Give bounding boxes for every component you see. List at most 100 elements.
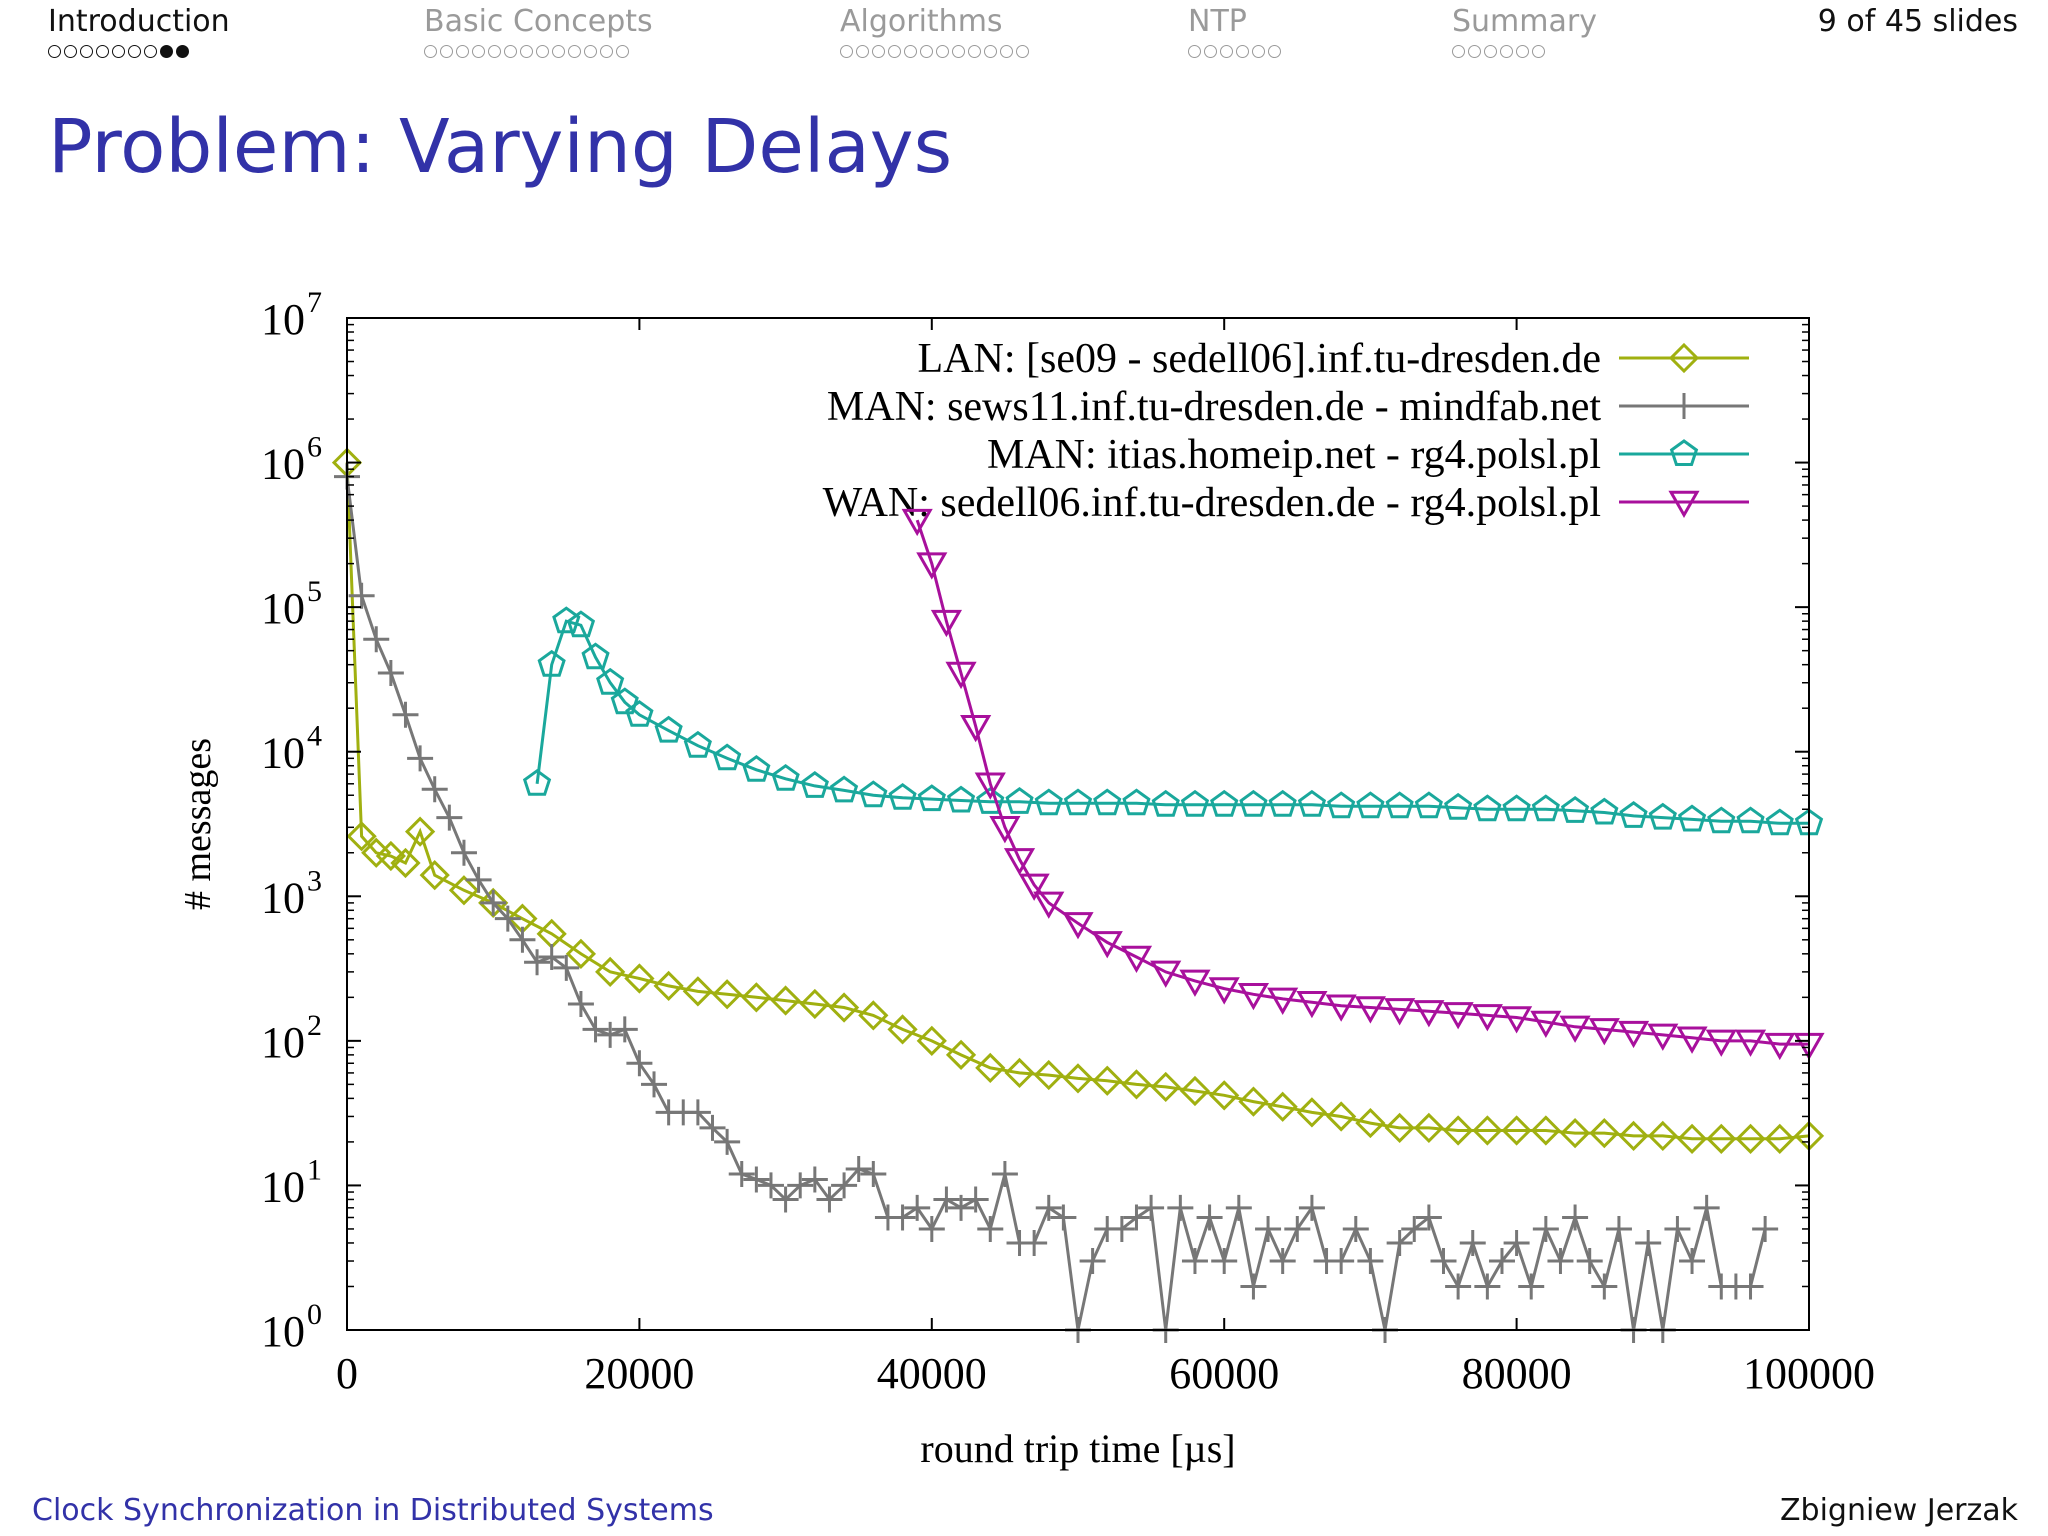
y-tick-label: 10 <box>261 1307 305 1356</box>
man-mindfab-data-point <box>860 1160 887 1187</box>
nav-slide-dot[interactable] <box>1016 45 1029 58</box>
nav-slide-dot[interactable] <box>600 45 613 58</box>
man-polsl-data-point <box>610 687 639 715</box>
nav-slide-dot[interactable] <box>888 45 901 58</box>
nav-slide-dot[interactable] <box>872 45 885 58</box>
nav-slide-dot[interactable] <box>584 45 597 58</box>
man-mindfab-data-point <box>1079 1248 1106 1275</box>
nav-slide-dot[interactable] <box>488 45 501 58</box>
wan-data-point <box>1120 945 1153 974</box>
man-mindfab-data-point <box>1021 1229 1048 1256</box>
nav-slide-dot[interactable] <box>552 45 565 58</box>
nav-slide-dot[interactable] <box>144 45 157 58</box>
nav-slide-dot[interactable] <box>1188 45 1201 58</box>
man-polsl-data-point <box>1444 792 1473 820</box>
man-mindfab-data-point <box>1225 1194 1252 1221</box>
y-tick-label: 10 <box>261 295 305 344</box>
nav-slide-dot[interactable] <box>472 45 485 58</box>
man-polsl-data-point <box>1151 789 1180 817</box>
nav-slide-dot[interactable] <box>424 45 437 58</box>
nav-section-label: Introduction <box>48 4 230 39</box>
man-mindfab-data-point <box>1605 1215 1632 1242</box>
nav-slide-dot[interactable] <box>456 45 469 58</box>
nav-slide-dot[interactable] <box>160 45 173 58</box>
man-mindfab-data-point <box>1635 1229 1662 1256</box>
nav-section-summary[interactable]: Summary <box>1452 4 1597 58</box>
footer-talk-title: Clock Synchronization in Distributed Sys… <box>32 1493 714 1528</box>
man-mindfab-data-point <box>1488 1248 1515 1275</box>
nav-section-ntp[interactable]: NTP <box>1188 4 1281 58</box>
man-polsl-data-point <box>771 763 800 791</box>
nav-section-label: Algorithms <box>840 4 1003 39</box>
nav-slide-dot[interactable] <box>1220 45 1233 58</box>
nav-slide-dot[interactable] <box>920 45 933 58</box>
nav-slide-dot[interactable] <box>568 45 581 58</box>
nav-slide-dot[interactable] <box>1468 45 1481 58</box>
nav-slide-dot[interactable] <box>1516 45 1529 58</box>
lan-data-point <box>975 1052 1006 1084</box>
nav-slide-dot[interactable] <box>440 45 453 58</box>
man-mindfab-data-point <box>465 866 492 893</box>
wan-data-point <box>1764 1032 1796 1061</box>
nav-slide-dot[interactable] <box>536 45 549 58</box>
nav-slide-dots <box>1188 45 1281 58</box>
nav-slide-dot[interactable] <box>112 45 125 58</box>
nav-slide-dot[interactable] <box>1252 45 1265 58</box>
wan-data-point <box>1668 490 1700 519</box>
man-polsl-data-point <box>829 775 859 803</box>
wan-data-point <box>1003 848 1036 876</box>
wan-data-point <box>1237 983 1270 1011</box>
wan-data-point <box>901 508 933 537</box>
nav-slide-dot[interactable] <box>1452 45 1465 58</box>
nav-slide-dot[interactable] <box>520 45 533 58</box>
lan-series <box>331 447 1825 1154</box>
nav-section-introduction[interactable]: Introduction <box>48 4 230 58</box>
lan-data-point <box>448 875 480 906</box>
nav-slide-dot[interactable] <box>504 45 517 58</box>
nav-slide-dot[interactable] <box>176 45 189 58</box>
lan-data-point <box>1296 1097 1328 1128</box>
man-mindfab-data-point <box>1679 1248 1706 1275</box>
nav-slide-dot[interactable] <box>1000 45 1013 58</box>
man-polsl-data-point <box>917 784 946 812</box>
man-mindfab-data-point <box>962 1186 989 1213</box>
man-mindfab-data-point <box>684 1099 711 1126</box>
nav-slide-dot[interactable] <box>616 45 629 58</box>
lan-data-point <box>1355 1107 1386 1139</box>
nav-slide-dot[interactable] <box>64 45 77 58</box>
nav-section-basic-concepts[interactable]: Basic Concepts <box>424 4 653 58</box>
nav-slide-dot[interactable] <box>96 45 109 58</box>
lan-data-point <box>682 976 714 1007</box>
lan-data-point <box>887 1014 918 1045</box>
lan-data-point <box>419 860 450 891</box>
nav-slide-dot[interactable] <box>952 45 965 58</box>
wan-data-point <box>1471 1004 1503 1032</box>
slide-counter: 9 of 45 slides <box>1817 4 2018 39</box>
nav-slide-dot[interactable] <box>1236 45 1249 58</box>
nav-slide-dot[interactable] <box>1204 45 1217 58</box>
lan-data-point <box>1647 1120 1678 1152</box>
nav-slide-dot[interactable] <box>968 45 981 58</box>
nav-slide-dot[interactable] <box>1268 45 1281 58</box>
man-mindfab-data-point <box>1671 393 1697 419</box>
nav-slide-dot[interactable] <box>904 45 917 58</box>
wan-data-point <box>1442 1002 1474 1030</box>
nav-slide-dot[interactable] <box>128 45 141 58</box>
nav-section-algorithms[interactable]: Algorithms <box>840 4 1029 58</box>
nav-slide-dot[interactable] <box>936 45 949 58</box>
nav-slide-dot[interactable] <box>840 45 853 58</box>
man-polsl-data-point <box>625 699 654 727</box>
nav-slide-dot[interactable] <box>1484 45 1497 58</box>
nav-slide-dot[interactable] <box>856 45 869 58</box>
man-polsl-data-point <box>800 771 829 798</box>
nav-slide-dot[interactable] <box>1500 45 1513 58</box>
lan-data-point <box>916 1025 947 1056</box>
nav-slide-dot[interactable] <box>1532 45 1545 58</box>
nav-slide-dot[interactable] <box>80 45 93 58</box>
man-mindfab-data-point <box>1035 1194 1062 1221</box>
wan-data-point <box>1413 1000 1445 1028</box>
nav-slide-dot[interactable] <box>48 45 61 58</box>
wan-data-point <box>1150 960 1182 988</box>
man-mindfab-data-point <box>480 889 507 916</box>
nav-slide-dot[interactable] <box>984 45 997 58</box>
